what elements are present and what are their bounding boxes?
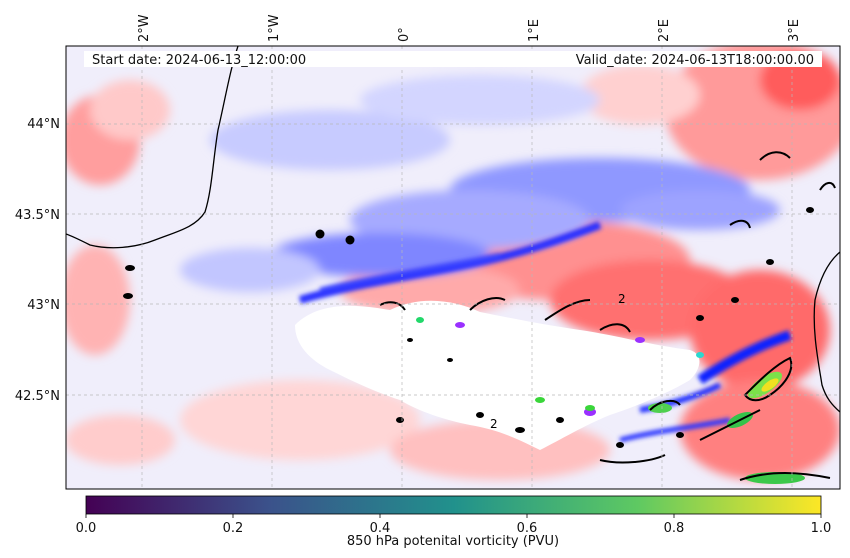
gridlines bbox=[66, 46, 840, 489]
lon-tick-label: 0° bbox=[397, 27, 412, 42]
colorbar-label: 850 hPa potenital vorticity (PVU) bbox=[347, 534, 559, 549]
lat-tick-label: 43.5°N bbox=[15, 208, 60, 223]
contour-label: 2 bbox=[490, 417, 498, 431]
valid-date-label: Valid_date: 2024-06-13T18:00:00.00 bbox=[576, 53, 814, 68]
lat-tick-label: 42.5°N bbox=[15, 389, 60, 404]
colorbar-tick-label: 0.4 bbox=[370, 521, 391, 536]
colorbar-ticks bbox=[85, 514, 822, 518]
contour-label: 2 bbox=[618, 292, 626, 306]
lat-tick-label: 43°N bbox=[27, 298, 60, 313]
colorbar bbox=[85, 495, 822, 515]
pv-field bbox=[66, 46, 840, 489]
lat-tick-label: 44°N bbox=[27, 117, 60, 132]
map-frame bbox=[65, 45, 841, 490]
lon-tick-label: 1°W bbox=[267, 14, 282, 42]
date-banner bbox=[84, 51, 822, 67]
colorbar-tick-label: 0.2 bbox=[223, 521, 244, 536]
colorbar-tick-label: 0.0 bbox=[76, 521, 97, 536]
lon-tick-label: 2°E bbox=[657, 19, 672, 42]
colorbar-tick-label: 0.8 bbox=[664, 521, 685, 536]
lon-tick-label: 2°W bbox=[137, 14, 152, 42]
colorbar-tick-label: 1.0 bbox=[811, 521, 832, 536]
colorbar-tick-label: 0.6 bbox=[517, 521, 538, 536]
coastline bbox=[66, 46, 840, 413]
station-point bbox=[315, 229, 325, 239]
station-point bbox=[345, 235, 355, 245]
lon-tick-label: 1°E bbox=[527, 19, 542, 42]
start-date-label: Start date: 2024-06-13_12:00:00 bbox=[92, 53, 306, 68]
lon-tick-label: 3°E bbox=[787, 19, 802, 42]
